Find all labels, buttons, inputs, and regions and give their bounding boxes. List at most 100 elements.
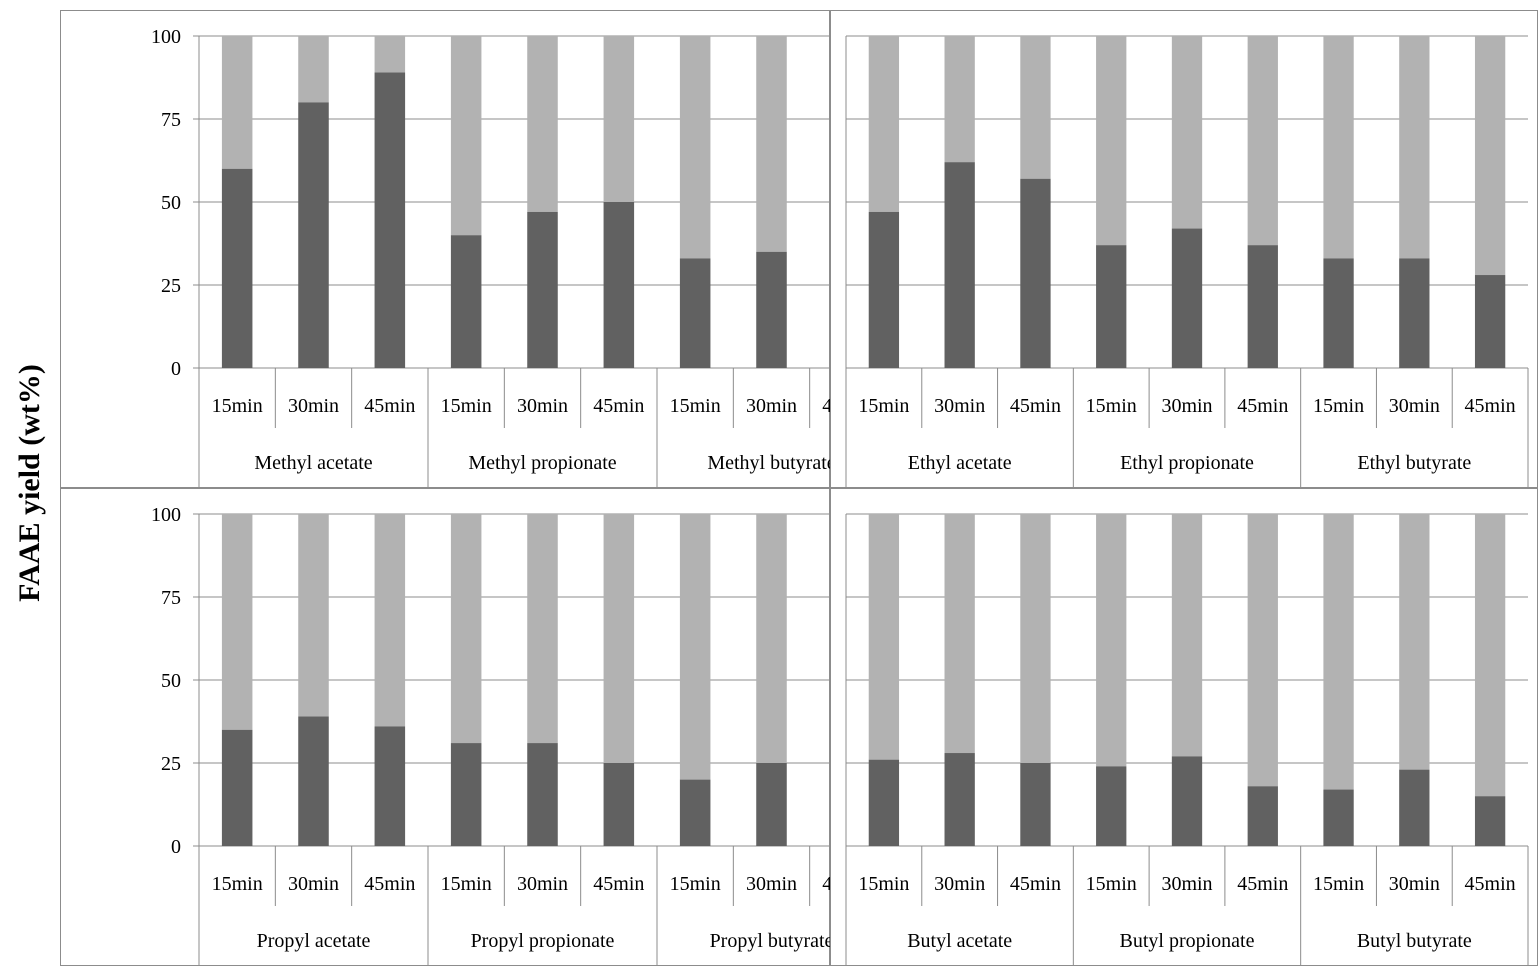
- category-label: 45min: [1010, 873, 1061, 895]
- bar-yield: [868, 759, 900, 846]
- category-label: 30min: [517, 395, 568, 417]
- chart-svg: 15min 30min 45min Ethyl acetate 15min 30min 45…: [830, 10, 1538, 488]
- y-tick-label: 0: [171, 358, 181, 380]
- category-label: 15min: [212, 395, 263, 417]
- bar-yield: [756, 763, 787, 846]
- group-label: Propyl propionate: [471, 930, 615, 952]
- category-label: 45min: [1465, 395, 1516, 417]
- category-label: 30min: [1389, 395, 1440, 417]
- panel-frame: [60, 10, 830, 488]
- bar-remainder: [221, 36, 253, 169]
- group-label: Ethyl propionate: [1120, 452, 1254, 474]
- bar-remainder: [298, 36, 329, 103]
- bar-remainder: [868, 36, 900, 212]
- group-label: Ethyl acetate: [908, 452, 1012, 474]
- bar-remainder: [374, 514, 406, 727]
- bar-yield: [1474, 275, 1506, 368]
- bar-yield: [221, 729, 253, 846]
- category-label: 30min: [746, 395, 797, 417]
- bar-remainder: [1247, 36, 1278, 246]
- category-label: 45min: [1010, 395, 1061, 417]
- bar-remainder: [1399, 36, 1430, 259]
- bar-remainder: [944, 36, 975, 163]
- bar-remainder: [756, 514, 787, 763]
- y-axis-label: FAAE yield (wt%): [0, 0, 60, 966]
- bar-remainder: [944, 514, 975, 754]
- y-tick-label: 50: [161, 670, 181, 692]
- category-label: 15min: [1086, 395, 1137, 417]
- bar-remainder: [1020, 514, 1051, 763]
- group-label: Propyl butyrate: [710, 930, 830, 952]
- category-label: 45min: [593, 873, 644, 895]
- category-label: 45min: [822, 873, 830, 895]
- group-label: Methyl propionate: [468, 452, 616, 474]
- group-label: Butyl butyrate: [1357, 930, 1472, 952]
- bar-remainder: [603, 36, 635, 202]
- category-label: 30min: [746, 873, 797, 895]
- chart-panel-propyl: 0 25 50 75 100 15min 30min 45min Propyl acetate 1…: [60, 488, 830, 966]
- category-label: 30min: [1161, 873, 1212, 895]
- category-label: 15min: [858, 395, 909, 417]
- bar-yield: [1323, 789, 1354, 846]
- category-label: 15min: [441, 395, 492, 417]
- bar-yield: [1171, 228, 1203, 368]
- category-label: 45min: [593, 395, 644, 417]
- category-label: 45min: [364, 395, 415, 417]
- bar-yield: [868, 211, 900, 368]
- category-label: 15min: [1086, 873, 1137, 895]
- category-label: 15min: [670, 873, 721, 895]
- bar-remainder: [679, 514, 711, 780]
- group-label: Propyl acetate: [257, 930, 371, 952]
- bar-yield: [1096, 766, 1127, 846]
- group-label: Methyl butyrate: [707, 452, 830, 474]
- y-axis-label-text: FAAE yield (wt%): [13, 364, 46, 602]
- chart-panel-methyl: 0 25 50 75 100 15min 30min 45min Methyl acetate 1…: [60, 10, 830, 488]
- bar-yield: [1399, 258, 1430, 368]
- chart-svg: 0 25 50 75 100 15min 30min 45min Methyl acetate 1…: [60, 10, 830, 488]
- bar-yield: [527, 211, 558, 368]
- category-label: 15min: [441, 873, 492, 895]
- y-tick-label: 50: [161, 192, 181, 214]
- y-tick-label: 75: [161, 109, 181, 131]
- bar-yield: [1020, 178, 1051, 368]
- bar-yield: [603, 202, 635, 368]
- category-label: 30min: [1161, 395, 1212, 417]
- bar-yield: [1474, 796, 1506, 846]
- bar-remainder: [374, 36, 406, 73]
- group-label: Butyl acetate: [907, 930, 1012, 952]
- category-label: 45min: [364, 873, 415, 895]
- bar-yield: [1323, 258, 1354, 368]
- bar-remainder: [603, 514, 635, 763]
- category-label: 30min: [288, 873, 339, 895]
- bar-yield: [1020, 763, 1051, 846]
- bar-yield: [944, 162, 975, 368]
- chart-svg: 0 25 50 75 100 15min 30min 45min Propyl acetate 1…: [60, 488, 830, 966]
- bar-remainder: [1096, 36, 1127, 246]
- bar-remainder: [1096, 514, 1127, 767]
- category-label: 15min: [858, 873, 909, 895]
- bar-yield: [603, 763, 635, 846]
- bar-remainder: [298, 514, 329, 717]
- bar-yield: [679, 258, 711, 368]
- group-label: Methyl acetate: [254, 452, 372, 474]
- category-label: 45min: [1237, 395, 1288, 417]
- bar-yield: [1096, 245, 1127, 368]
- category-label: 30min: [934, 873, 985, 895]
- bar-remainder: [1474, 514, 1506, 797]
- category-label: 15min: [212, 873, 263, 895]
- bar-yield: [679, 779, 711, 846]
- bar-remainder: [450, 36, 482, 236]
- category-label: 30min: [1389, 873, 1440, 895]
- bar-remainder: [221, 514, 253, 730]
- category-label: 15min: [670, 395, 721, 417]
- chart-panel-ethyl: 15min 30min 45min Ethyl acetate 15min 30min 45…: [830, 10, 1538, 488]
- category-label: 30min: [517, 873, 568, 895]
- bar-yield: [374, 726, 406, 846]
- category-label: 30min: [934, 395, 985, 417]
- bar-yield: [1247, 245, 1278, 368]
- bar-remainder: [450, 514, 482, 744]
- bar-yield: [756, 251, 787, 368]
- bar-yield: [450, 235, 482, 368]
- bar-remainder: [1399, 514, 1430, 770]
